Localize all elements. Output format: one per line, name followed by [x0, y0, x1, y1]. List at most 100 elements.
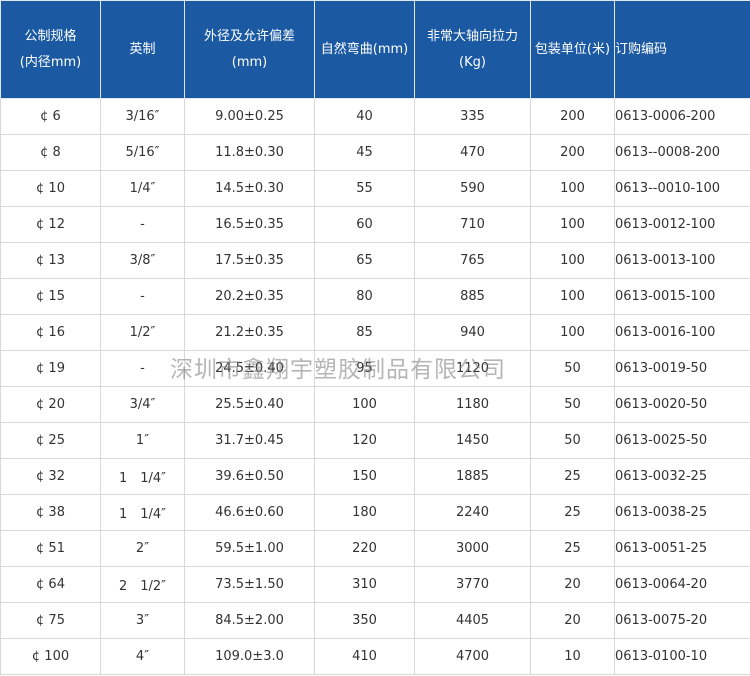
- table-cell: 0613-0016-100: [614, 314, 750, 351]
- table-cell: -: [100, 350, 185, 387]
- header-line: 自然弯曲(mm): [320, 41, 409, 57]
- table-cell: 0613-0032-25: [614, 458, 750, 495]
- table-cell: 100: [314, 386, 415, 423]
- table-cell: 80: [314, 278, 415, 315]
- header-cell: 订购编码: [614, 0, 750, 99]
- table-row: ¢ 25 1″ 31.7±0.45 120 1450 50 0613-0025-50: [0, 422, 750, 459]
- table-cell: 1450: [414, 422, 531, 459]
- table-cell: 45: [314, 134, 415, 171]
- table-cell: 25: [530, 494, 615, 531]
- table-cell: 220: [314, 530, 415, 567]
- table-cell: 3770: [414, 566, 531, 603]
- table-cell: 11.8±0.30: [184, 134, 315, 171]
- table-cell: 1120: [414, 350, 531, 387]
- table-cell: 470: [414, 134, 531, 171]
- table-cell: 335: [414, 98, 531, 135]
- header-line: (内径mm): [19, 54, 82, 70]
- table-body: ¢ 6 3/16″ 9.00±0.25 40 335 200 0613-0006-200 ¢ …: [0, 98, 750, 675]
- table-row: ¢ 13 3/8″ 17.5±0.35 65 765 100 0613-0013-100: [0, 242, 750, 279]
- table-row: ¢ 10 1/4″ 14.5±0.30 55 590 100 0613--0010-100: [0, 170, 750, 207]
- table-cell: 16.5±0.35: [184, 206, 315, 243]
- table-cell: 40: [314, 98, 415, 135]
- header-line: 外径及允许偏差: [203, 28, 295, 44]
- table-cell: 1 1/4″: [100, 458, 185, 495]
- table-cell: ¢ 12: [0, 206, 101, 243]
- table-cell: 100: [530, 278, 615, 315]
- header-cell: 公制规格 (内径mm): [0, 0, 101, 99]
- table-cell: 120: [314, 422, 415, 459]
- table-cell: ¢ 75: [0, 602, 101, 639]
- table-cell: 350: [314, 602, 415, 639]
- table-cell: 100: [530, 170, 615, 207]
- table-row: ¢ 8 5/16″ 11.8±0.30 45 470 200 0613--0008-200: [0, 134, 750, 171]
- table-cell: 0613-0020-50: [614, 386, 750, 423]
- table-cell: 25: [530, 530, 615, 567]
- table-cell: ¢ 25: [0, 422, 101, 459]
- table-cell: 0613-0013-100: [614, 242, 750, 279]
- table-row: ¢ 20 3/4″ 25.5±0.40 100 1180 50 0613-0020-50: [0, 386, 750, 423]
- table-cell: 1180: [414, 386, 531, 423]
- table-cell: 109.0±3.0: [184, 638, 315, 675]
- table-row: ¢ 64 2 1/2″ 73.5±1.50 310 3770 20 0613-0064-20: [0, 566, 750, 603]
- table-cell: -: [100, 206, 185, 243]
- table-cell: 0613-0051-25: [614, 530, 750, 567]
- table-cell: 39.6±0.50: [184, 458, 315, 495]
- table-row: ¢ 75 3″ 84.5±2.00 350 4405 20 0613-0075-20: [0, 602, 750, 639]
- header-cell: 外径及允许偏差 (mm): [184, 0, 315, 99]
- table-cell: 1 1/4″: [100, 494, 185, 531]
- header-cell: 自然弯曲(mm): [314, 0, 415, 99]
- table-row: ¢ 32 1 1/4″ 39.6±0.50 150 1885 25 0613-0032-25: [0, 458, 750, 495]
- header-line: (Kg): [459, 54, 486, 70]
- table-cell: 0613-0038-25: [614, 494, 750, 531]
- table-cell: ¢ 100: [0, 638, 101, 675]
- table-cell: 100: [530, 242, 615, 279]
- table-cell: 3/8″: [100, 242, 185, 279]
- table-cell: 940: [414, 314, 531, 351]
- table-cell: 17.5±0.35: [184, 242, 315, 279]
- table-cell: 710: [414, 206, 531, 243]
- table-cell: ¢ 8: [0, 134, 101, 171]
- table-cell: 0613-0012-100: [614, 206, 750, 243]
- table-cell: ¢ 38: [0, 494, 101, 531]
- table-cell: 1/4″: [100, 170, 185, 207]
- table-cell: 50: [530, 386, 615, 423]
- table-cell: 46.6±0.60: [184, 494, 315, 531]
- table-cell: 85: [314, 314, 415, 351]
- table-cell: 10: [530, 638, 615, 675]
- table-cell: 410: [314, 638, 415, 675]
- table-cell: 765: [414, 242, 531, 279]
- table-cell: 0613-0006-200: [614, 98, 750, 135]
- table-cell: ¢ 32: [0, 458, 101, 495]
- table-cell: 4700: [414, 638, 531, 675]
- table-cell: 0613-0064-20: [614, 566, 750, 603]
- table-cell: ¢ 15: [0, 278, 101, 315]
- table-cell: 590: [414, 170, 531, 207]
- table-cell: 885: [414, 278, 531, 315]
- table-cell: 0613--0010-100: [614, 170, 750, 207]
- table-cell: 3/4″: [100, 386, 185, 423]
- table-cell: 84.5±2.00: [184, 602, 315, 639]
- table-cell: 1885: [414, 458, 531, 495]
- header-line: (mm): [231, 54, 268, 70]
- table-cell: 150: [314, 458, 415, 495]
- header-cell: 非常大轴向拉力 (Kg): [414, 0, 531, 99]
- table-cell: 310: [314, 566, 415, 603]
- table-cell: 20: [530, 566, 615, 603]
- table-cell: 31.7±0.45: [184, 422, 315, 459]
- table-cell: 1″: [100, 422, 185, 459]
- header-line: 公制规格: [24, 28, 77, 44]
- table-cell: 65: [314, 242, 415, 279]
- table-cell: 50: [530, 350, 615, 387]
- table-cell: 21.2±0.35: [184, 314, 315, 351]
- header-line: 英制: [129, 41, 156, 57]
- table-cell: ¢ 20: [0, 386, 101, 423]
- table-cell: 9.00±0.25: [184, 98, 315, 135]
- table-row: ¢ 51 2″ 59.5±1.00 220 3000 25 0613-0051-25: [0, 530, 750, 567]
- table-cell: 0613-0025-50: [614, 422, 750, 459]
- header-line: 非常大轴向拉力: [426, 28, 518, 44]
- table-cell: ¢ 10: [0, 170, 101, 207]
- table-cell: 0613-0075-20: [614, 602, 750, 639]
- table-cell: 1/2″: [100, 314, 185, 351]
- table-cell: 4405: [414, 602, 531, 639]
